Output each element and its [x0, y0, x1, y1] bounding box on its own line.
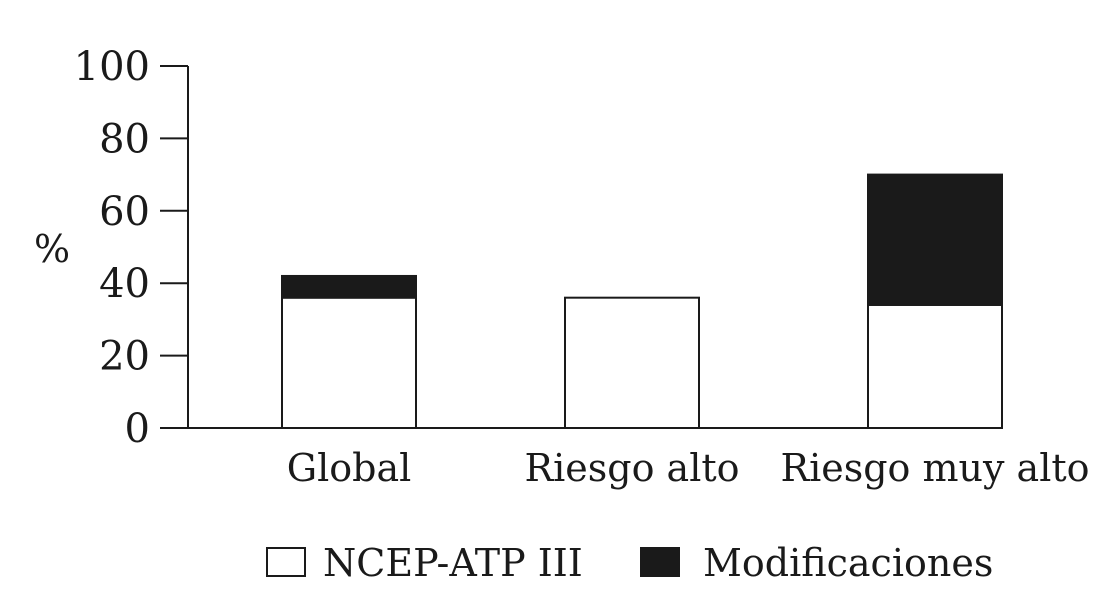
bar-modificaciones: [281, 274, 417, 299]
category-label: Global: [287, 446, 412, 490]
y-tick-label: 0: [125, 406, 150, 452]
legend: NCEP-ATP III Modificaciones: [266, 541, 993, 585]
y-tick-label: 80: [99, 116, 150, 162]
y-axis-label: %: [34, 227, 70, 271]
bar-ncep: [281, 296, 417, 429]
legend-label: NCEP-ATP III: [323, 541, 583, 585]
category-label: Riesgo muy alto: [780, 446, 1089, 490]
y-tick-label: 20: [99, 334, 150, 380]
legend-swatch: [266, 547, 306, 577]
category-label: Riesgo alto: [525, 446, 740, 490]
legend-swatch: [640, 547, 680, 577]
y-tick-label: 40: [99, 261, 150, 307]
bar-modificaciones: [867, 173, 1003, 306]
y-tick-label: 100: [74, 44, 150, 90]
bars: [281, 173, 1003, 430]
category-labels: Global Riesgo alto Riesgo muy alto: [287, 446, 1090, 490]
bar-ncep: [867, 303, 1003, 430]
bar-ncep: [564, 296, 700, 429]
axes: 0 20 40 60 80 100: [74, 44, 988, 452]
legend-label: Modificaciones: [703, 541, 993, 585]
y-ticks: 0 20 40 60 80 100: [74, 44, 188, 452]
y-tick-label: 60: [99, 189, 150, 235]
